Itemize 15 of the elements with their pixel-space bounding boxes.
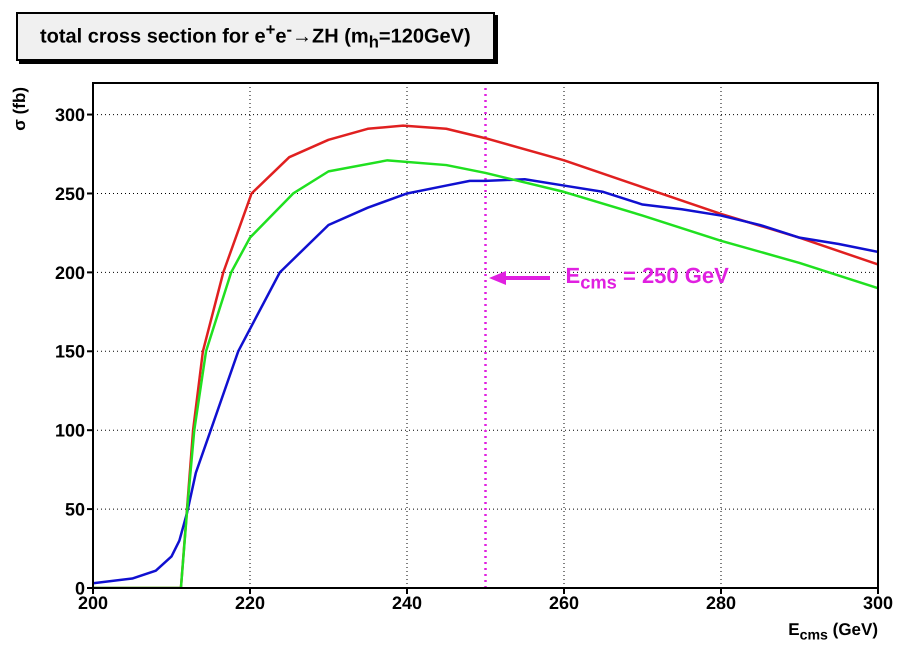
y-tick-label: 250	[54, 184, 85, 204]
x-tick-label: 260	[548, 592, 580, 613]
y-tick-label: 300	[54, 104, 85, 125]
y-tick-label: 50	[64, 499, 85, 520]
x-axis-title: E$_{cms}$ (GeV)	[788, 620, 878, 644]
x-tick-label: 240	[392, 592, 422, 613]
y-tick-label: 100	[54, 420, 85, 441]
y-axis-title: σ (fb)	[10, 87, 30, 131]
x-tick-label: 280	[706, 592, 736, 613]
x-tick-label: 300	[862, 592, 894, 613]
x-tick-label: 220	[234, 592, 266, 613]
annotation: E$_{cms}$ = 250 GeV	[566, 263, 729, 294]
y-tick-label: 150	[54, 342, 85, 362]
y-tick-label: 200	[54, 262, 85, 283]
chart-title: total cross section for e$^{+}$e$^{-}$→ZH (m$_{h}$=120GeV)	[16, 12, 495, 61]
